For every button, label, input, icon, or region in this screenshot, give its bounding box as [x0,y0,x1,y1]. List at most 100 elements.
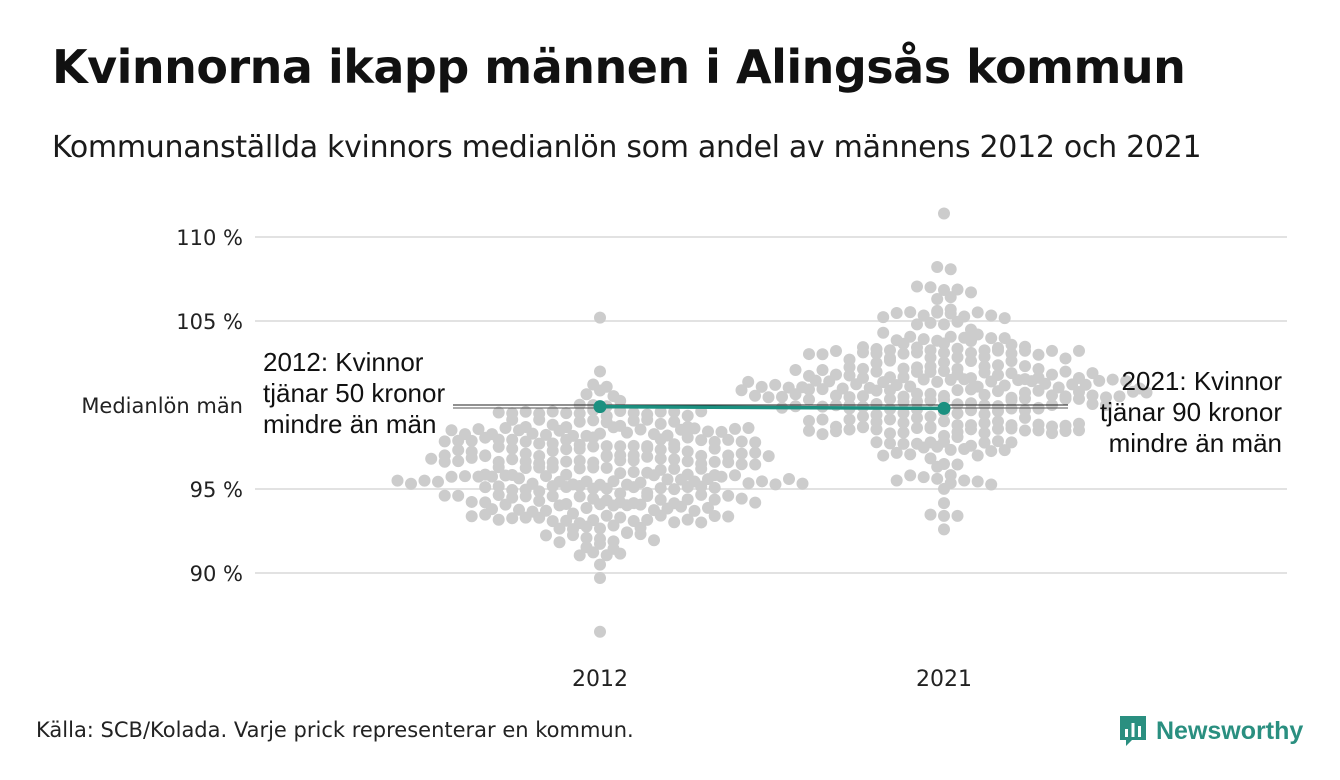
municipality-dot [580,388,593,401]
newsworthy-logo: Newsworthy [1118,714,1303,748]
municipality-dot [594,365,606,378]
municipality-dot [715,470,728,483]
municipality-dot [938,509,950,522]
municipality-dot [614,454,627,467]
municipality-dot [1019,360,1031,373]
municipality-dot [1120,375,1133,388]
municipality-dot [506,433,519,446]
municipality-dot [803,348,815,361]
municipality-dot [425,452,438,465]
municipality-dot [722,456,735,469]
municipality-dot [519,490,532,503]
municipality-dot [418,474,431,487]
municipality-dot [513,503,525,516]
municipality-dot [911,346,923,359]
municipality-dot [492,489,505,502]
municipality-dot [742,421,755,434]
municipality-dot [843,423,856,436]
municipality-dot [870,423,883,436]
municipality-dot [1005,422,1018,435]
municipality-dot [998,444,1011,457]
municipality-dot [904,306,917,319]
municipality-dot [432,475,444,488]
municipality-dot [675,423,687,436]
municipality-dot [1046,427,1058,440]
municipality-dot [1019,411,1031,424]
municipality-dot [553,522,566,535]
municipality-dot [971,449,984,462]
municipality-dot [661,473,674,486]
municipality-dot [614,547,627,560]
municipality-dot [580,531,593,544]
municipality-dot [978,408,991,421]
municipality-dot [803,393,815,406]
highlight-layer [593,400,951,415]
municipality-dot [857,421,869,434]
municipality-dot [465,495,478,508]
municipality-dot [553,499,566,512]
municipality-dot [492,461,505,474]
municipality-dot [1140,386,1153,399]
municipality-dot [985,332,998,345]
municipality-dot [1086,389,1099,402]
municipality-dot [654,509,667,522]
municipality-dot [938,356,950,369]
municipality-dot [715,425,728,438]
municipality-dot [938,346,950,359]
municipality-dot [1005,355,1018,368]
municipality-dot [519,435,532,448]
municipality-dot [587,440,600,453]
municipality-dot [904,469,917,482]
municipality-dot [938,523,950,536]
municipality-dot [553,536,566,549]
x-tick-label: 2012 [572,667,628,692]
municipality-dot [627,481,640,494]
municipality-dot [1059,392,1072,405]
municipality-dot [870,436,883,449]
municipality-dot [607,519,620,532]
municipality-dot [809,374,822,387]
municipality-dot [992,405,1004,418]
municipality-dot [526,427,539,440]
municipality-dot [668,442,681,455]
municipality-dot [614,440,627,453]
municipality-dot [587,414,600,427]
municipality-dot [830,425,842,438]
municipality-dot [594,558,606,571]
municipality-dot [870,365,883,378]
municipality-dot [897,337,910,350]
municipality-dot [958,442,971,455]
municipality-dot [654,452,667,465]
municipality-dot [587,546,600,559]
municipality-dot [513,472,525,485]
municipality-dot [506,512,519,525]
y-tick-label: 105 % [176,310,243,334]
municipality-dot [985,478,998,491]
municipality-dot [668,415,681,428]
municipality-dot [992,435,1004,448]
municipality-dot [708,455,721,468]
municipality-dot [978,388,991,401]
municipality-dot [519,405,532,418]
municipality-dot [992,344,1004,357]
municipality-dot [1005,338,1018,351]
municipality-dot [533,413,546,426]
municipality-dot [465,510,478,523]
municipality-dot [755,380,768,393]
municipality-dot [742,477,755,490]
municipality-dot [904,448,917,461]
municipality-dot [944,307,957,320]
municipality-dot [573,490,586,503]
municipality-dot [405,477,417,490]
municipality-dot [533,511,546,524]
municipality-dot [708,481,721,494]
municipality-dot [884,413,896,426]
municipality-dot [722,510,735,523]
municipality-dot [668,405,681,418]
municipality-dot [560,433,573,446]
municipality-dot [513,424,525,437]
municipality-dot [938,337,950,350]
x-tick-label: 2021 [916,667,972,692]
municipality-dot [540,529,552,542]
municipality-dot [1113,390,1126,403]
